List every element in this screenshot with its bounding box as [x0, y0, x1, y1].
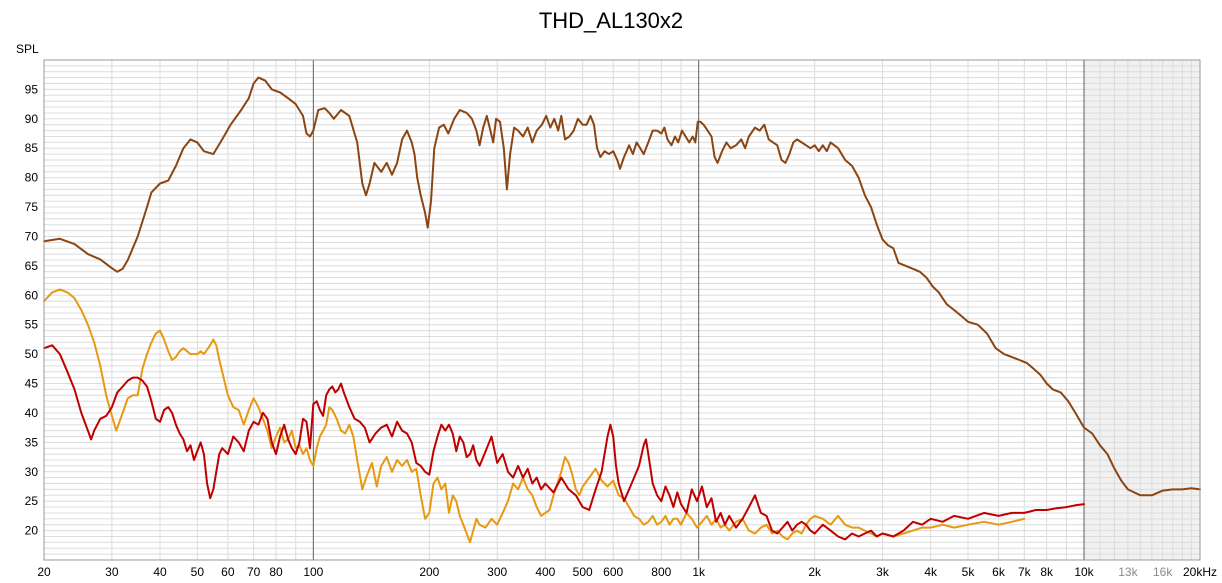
x-tick-label: 4k [924, 565, 938, 579]
y-axis-ticks: 20 25 30 35 40 45 50 55 60 65 70 75 80 85 90 95 [25, 82, 39, 537]
y-tick-label: 95 [25, 82, 39, 96]
y-tick-label: 45 [25, 377, 39, 391]
x-tick-label: 40 [153, 565, 167, 579]
x-tick-label: 300 [487, 565, 507, 579]
y-tick-label: 60 [25, 288, 39, 302]
x-tick-label: 5k [962, 565, 976, 579]
extended-frequency-region [1084, 60, 1200, 560]
x-tick-label: 20kHz [1183, 565, 1217, 579]
x-tick-label: 50 [191, 565, 205, 579]
x-tick-label: 60 [221, 565, 235, 579]
x-tick-label: 80 [269, 565, 283, 579]
y-tick-label: 80 [25, 171, 39, 185]
y-tick-label: 90 [25, 112, 39, 126]
y-tick-label: 85 [25, 141, 39, 155]
y-tick-label: 70 [25, 229, 39, 243]
x-tick-label: 200 [419, 565, 439, 579]
x-tick-label: 400 [535, 565, 555, 579]
x-tick-label: 100 [303, 565, 323, 579]
x-tick-label: 7k [1018, 565, 1032, 579]
x-tick-label: 3k [876, 565, 890, 579]
y-tick-label: 35 [25, 435, 39, 449]
y-tick-label: 25 [25, 494, 39, 508]
y-tick-label: 65 [25, 259, 39, 273]
plot-background [44, 60, 1200, 560]
y-axis-label: SPL [16, 42, 39, 56]
x-tick-label: 20 [37, 565, 51, 579]
x-tick-label: 800 [651, 565, 671, 579]
y-tick-label: 20 [25, 524, 39, 538]
series-layer [43, 76, 1201, 544]
x-tick-label: 1k [692, 565, 706, 579]
x-tick-label: 13k [1118, 565, 1138, 579]
chart-title: THD_AL130x2 [538, 8, 684, 33]
x-tick-label: 2k [808, 565, 822, 579]
x-tick-label: 30 [105, 565, 119, 579]
x-tick-label: 6k [992, 565, 1006, 579]
x-tick-label: 10k [1074, 565, 1094, 579]
x-tick-label: 16k [1153, 565, 1173, 579]
series-line-1 [43, 76, 1201, 497]
y-tick-label: 40 [25, 406, 39, 420]
series-line-3 [43, 344, 1085, 541]
x-tick-label: 600 [603, 565, 623, 579]
x-tick-label: 500 [573, 565, 593, 579]
series-line-2 [43, 288, 1026, 544]
major-grid [312, 60, 1085, 560]
y-tick-label: 75 [25, 200, 39, 214]
x-tick-label: 70 [247, 565, 261, 579]
x-tick-label: 8k [1040, 565, 1054, 579]
y-tick-label: 55 [25, 318, 39, 332]
y-tick-label: 30 [25, 465, 39, 479]
x-axis-ticks: 20 30 40 50 60 70 80 100 200 300 400 500 600 800 1k 2k 3… [37, 565, 1217, 579]
y-tick-label: 50 [25, 347, 39, 361]
plot-frame [43, 59, 1201, 561]
